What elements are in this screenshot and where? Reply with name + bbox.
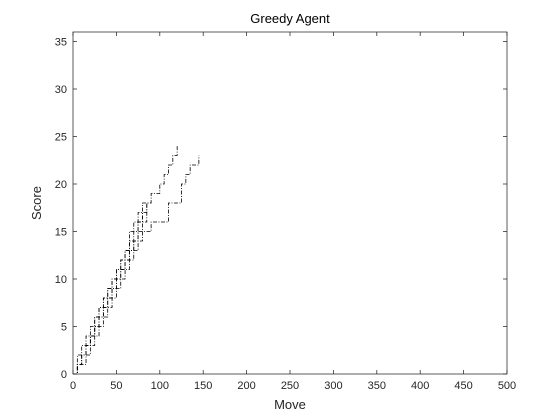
series-line-4 xyxy=(73,202,147,375)
x-tick-label: 150 xyxy=(194,380,212,392)
chart-title: Greedy Agent xyxy=(250,11,330,26)
y-tick-label: 35 xyxy=(55,37,67,49)
x-tick-label: 100 xyxy=(151,380,169,392)
series-layer xyxy=(73,146,200,375)
y-tick-label: 25 xyxy=(55,132,67,144)
y-tick-label: 5 xyxy=(61,322,67,334)
plot-area xyxy=(72,31,508,375)
x-tick-label: 200 xyxy=(237,380,255,392)
y-tick-label: 20 xyxy=(55,179,67,191)
y-tick-label: 10 xyxy=(55,274,67,286)
x-tick-label: 50 xyxy=(110,380,122,392)
x-tick-label: 250 xyxy=(281,380,299,392)
x-tick-label: 300 xyxy=(324,380,342,392)
y-tick-label: 15 xyxy=(55,227,67,239)
tick-layer: 0 50 100 150 200 250 300 350 400 450 500 0 5 10 15 20 25… xyxy=(55,32,516,392)
y-tick-label: 30 xyxy=(55,84,67,96)
y-tick-label: 0 xyxy=(61,369,67,381)
y-axis-label: Score xyxy=(29,186,44,220)
x-tick-label: 350 xyxy=(368,380,386,392)
series-line-2 xyxy=(73,155,200,375)
x-tick-label: 450 xyxy=(454,380,472,392)
x-tick-label: 500 xyxy=(498,380,516,392)
x-tick-label: 0 xyxy=(70,380,76,392)
series-line-5 xyxy=(73,212,143,375)
x-tick-label: 400 xyxy=(411,380,429,392)
x-axis-label: Move xyxy=(274,397,306,412)
